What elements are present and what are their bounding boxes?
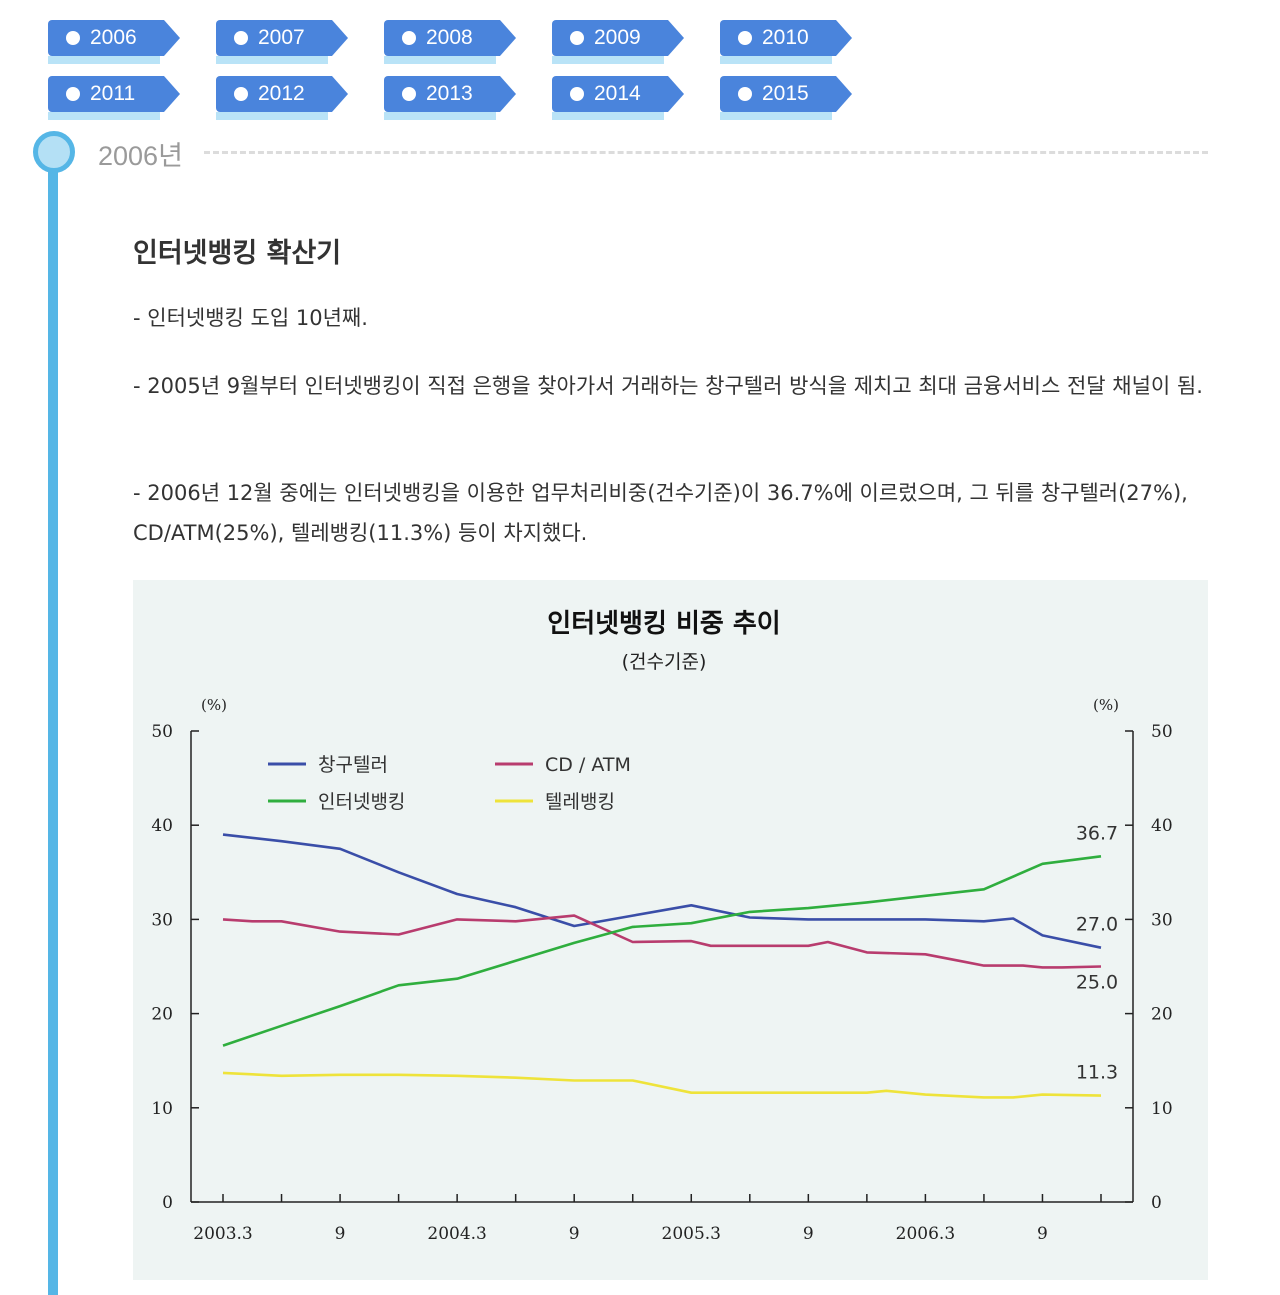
year-tag-label: 2015 — [762, 82, 809, 105]
y-tick-label-right: 40 — [1151, 816, 1173, 836]
x-tick-label: 2003.3 — [193, 1224, 252, 1244]
legend-label: CD / ATM — [545, 754, 631, 776]
year-tag[interactable]: 2012 — [216, 76, 350, 120]
year-tag-label: 2014 — [594, 82, 641, 105]
y-tick-label-right: 10 — [1151, 1099, 1173, 1119]
bullet-icon — [570, 87, 584, 101]
year-tag[interactable]: 2006 — [48, 20, 182, 64]
year-tag-row-1: 2006 2007 2008 2009 2010 — [48, 20, 888, 64]
year-tag[interactable]: 2010 — [720, 20, 854, 64]
y-tick-label-right: 50 — [1151, 722, 1173, 742]
year-tag-label: 2008 — [426, 26, 473, 49]
year-tag-label: 2010 — [762, 26, 809, 49]
end-value-label: 36.7 — [1076, 822, 1118, 844]
paragraph: - 2005년 9월부터 인터넷뱅킹이 직접 은행을 찾아가서 거래하는 창구텔… — [133, 374, 1203, 398]
y-tick-label-right: 0 — [1151, 1193, 1162, 1213]
section-title: 인터넷뱅킹 확산기 — [133, 238, 342, 269]
timeline-line — [48, 165, 58, 1295]
bullet-icon — [234, 87, 248, 101]
y-tick-label-left: 50 — [151, 722, 173, 742]
bullet-icon — [570, 31, 584, 45]
chart-legend: 창구텔러 CD / ATM 인터넷뱅킹 텔레뱅킹 — [268, 754, 631, 813]
year-tag[interactable]: 2007 — [216, 20, 350, 64]
year-tag[interactable]: 2015 — [720, 76, 854, 120]
bullet-icon — [66, 31, 80, 45]
y-tick-label-left: 30 — [151, 910, 173, 930]
legend-label: 텔레뱅킹 — [545, 791, 615, 813]
x-tick-label: 9 — [569, 1224, 580, 1244]
paragraph: - 2006년 12월 중에는 인터넷뱅킹을 이용한 업무처리비중(건수기준)이… — [133, 481, 1188, 545]
series-line — [222, 855, 1102, 1047]
x-tick-label: 2006.3 — [896, 1224, 955, 1244]
chart-subtitle: (건수기준) — [622, 651, 707, 673]
series-line — [222, 914, 1102, 969]
bullet-icon — [402, 87, 416, 101]
year-tag-label: 2012 — [258, 82, 305, 105]
timeline-node-icon — [33, 131, 75, 173]
year-tag[interactable]: 2013 — [384, 76, 518, 120]
chart-axes: 0 0 10 10 20 20 30 30 40 40 50 50 2003.3 9 2004.3 9 2005… — [151, 722, 1172, 1244]
series-line — [222, 833, 1102, 949]
y-unit-right: (%) — [1093, 696, 1119, 714]
y-tick-label-left: 20 — [151, 1005, 173, 1025]
legend-label: 창구텔러 — [318, 754, 388, 776]
end-value-label: 11.3 — [1076, 1062, 1118, 1084]
y-tick-label-right: 30 — [1151, 910, 1173, 930]
year-heading: 2006년 — [98, 141, 183, 171]
y-tick-label-right: 20 — [1151, 1005, 1173, 1025]
year-tag-label: 2009 — [594, 26, 641, 49]
end-value-label: 25.0 — [1076, 972, 1118, 994]
x-tick-label: 9 — [803, 1224, 814, 1244]
year-tag-label: 2013 — [426, 82, 473, 105]
bullet-icon — [738, 31, 752, 45]
year-tag[interactable]: 2014 — [552, 76, 686, 120]
bullet-icon — [402, 31, 416, 45]
year-tag-label: 2006 — [90, 26, 137, 49]
year-tag-bar: 2006 2007 2008 2009 2010 2011 2012 2013 … — [48, 20, 888, 132]
y-unit-left: (%) — [201, 696, 227, 714]
end-labels: 36.7 27.0 25.0 11.3 — [1076, 822, 1118, 1083]
x-tick-label: 2004.3 — [427, 1224, 486, 1244]
x-tick-label: 9 — [1037, 1224, 1048, 1244]
year-tag[interactable]: 2009 — [552, 20, 686, 64]
paragraph: - 인터넷뱅킹 도입 10년째. — [133, 306, 368, 330]
series-line — [222, 1071, 1102, 1099]
bullet-icon — [66, 87, 80, 101]
divider — [204, 151, 1208, 154]
year-tag-label: 2007 — [258, 26, 305, 49]
y-tick-label-left: 10 — [151, 1099, 173, 1119]
year-tag[interactable]: 2008 — [384, 20, 518, 64]
x-tick-label: 2005.3 — [662, 1224, 721, 1244]
y-tick-label-left: 40 — [151, 816, 173, 836]
series-lines — [222, 833, 1102, 1099]
year-tag-row-2: 2011 2012 2013 2014 2015 — [48, 76, 888, 120]
legend-label: 인터넷뱅킹 — [318, 791, 405, 813]
chart-panel: 인터넷뱅킹 비중 추이 (건수기준) (%) (%) 0 0 10 10 20 20 30 3… — [133, 580, 1208, 1280]
bullet-icon — [234, 31, 248, 45]
chart-title: 인터넷뱅킹 비중 추이 — [547, 609, 780, 639]
year-tag[interactable]: 2011 — [48, 76, 182, 120]
x-tick-label: 9 — [335, 1224, 346, 1244]
end-value-label: 27.0 — [1076, 914, 1118, 936]
bullet-icon — [738, 87, 752, 101]
line-chart: 인터넷뱅킹 비중 추이 (건수기준) (%) (%) 0 0 10 10 20 20 30 3… — [151, 609, 1172, 1244]
y-tick-label-left: 0 — [162, 1193, 173, 1213]
year-tag-label: 2011 — [90, 82, 136, 105]
